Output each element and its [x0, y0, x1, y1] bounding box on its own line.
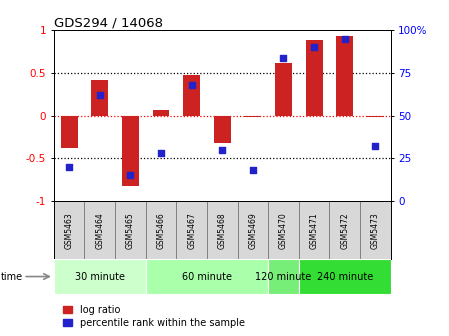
Point [188, 82, 195, 88]
Text: GSM5468: GSM5468 [218, 212, 227, 249]
Bar [336, 36, 353, 116]
Point [311, 45, 318, 50]
Bar [61, 116, 78, 148]
Bar [183, 76, 200, 116]
Bar [275, 63, 292, 116]
Text: GSM5472: GSM5472 [340, 212, 349, 249]
Point [66, 164, 73, 169]
Bar [92, 80, 108, 116]
Bar [367, 116, 384, 117]
Text: GSM5473: GSM5473 [371, 212, 380, 249]
Point [158, 151, 165, 156]
Text: 30 minute: 30 minute [75, 271, 125, 282]
Bar [299, 259, 391, 294]
Bar [153, 110, 169, 116]
Text: GSM5466: GSM5466 [157, 212, 166, 249]
Point [341, 36, 348, 41]
Text: GSM5465: GSM5465 [126, 212, 135, 249]
Point [372, 143, 379, 149]
Bar [268, 259, 299, 294]
Bar [244, 116, 261, 117]
Text: GDS294 / 14068: GDS294 / 14068 [54, 16, 163, 29]
Text: time: time [1, 271, 23, 282]
Legend: log ratio, percentile rank within the sample: log ratio, percentile rank within the sa… [63, 305, 245, 328]
Text: 240 minute: 240 minute [317, 271, 373, 282]
Bar [146, 259, 268, 294]
Point [96, 92, 103, 98]
Point [249, 168, 256, 173]
Text: GSM5467: GSM5467 [187, 212, 196, 249]
Text: GSM5463: GSM5463 [65, 212, 74, 249]
Text: 60 minute: 60 minute [182, 271, 232, 282]
Bar [54, 259, 146, 294]
Text: GSM5471: GSM5471 [310, 212, 319, 249]
Point [219, 147, 226, 153]
Bar [214, 116, 231, 143]
Point [127, 173, 134, 178]
Text: GSM5464: GSM5464 [95, 212, 104, 249]
Text: GSM5470: GSM5470 [279, 212, 288, 249]
Text: 120 minute: 120 minute [255, 271, 312, 282]
Bar [122, 116, 139, 185]
Bar [306, 40, 322, 116]
Text: GSM5469: GSM5469 [248, 212, 257, 249]
Point [280, 55, 287, 60]
